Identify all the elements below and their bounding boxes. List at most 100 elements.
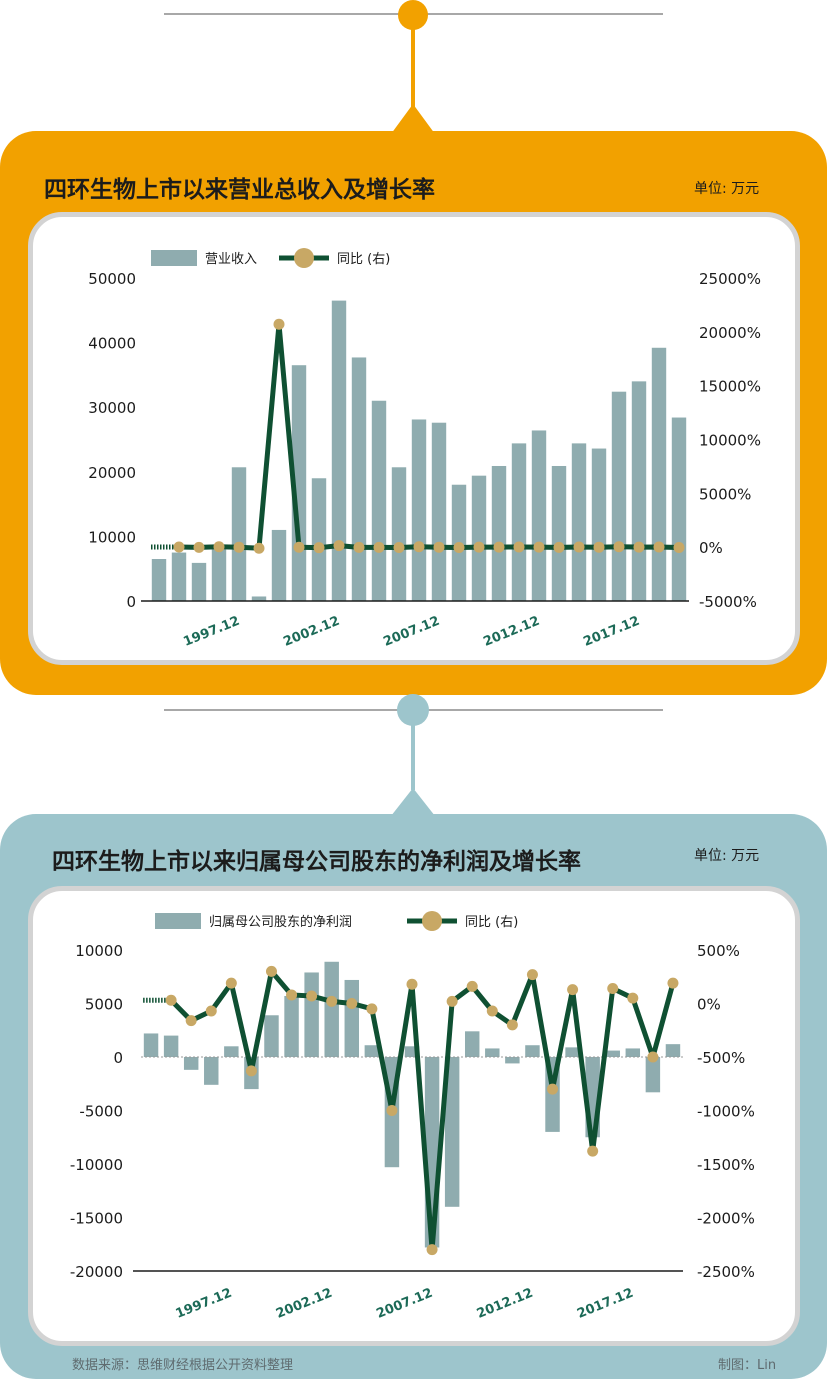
- yoy-growth-point: [313, 542, 325, 554]
- yoy-growth-point: [366, 1003, 378, 1015]
- left-axis-tick-label: 10000: [75, 942, 123, 960]
- net-profit-bar: [444, 1057, 460, 1207]
- legend-line-marker: [422, 911, 442, 931]
- yoy-growth-point: [273, 318, 285, 330]
- right-axis-tick-label: -1000%: [697, 1103, 755, 1121]
- yoy-growth-point: [553, 541, 565, 553]
- yoy-growth-point: [426, 1244, 438, 1256]
- revenue-bar: [351, 357, 367, 601]
- x-axis-tick-label: 2017.12: [581, 614, 642, 650]
- net-profit-bar: [665, 1044, 681, 1057]
- left-axis-tick-label: 30000: [88, 399, 136, 417]
- yoy-growth-point: [233, 541, 245, 553]
- left-axis-tick-label: -20000: [70, 1263, 123, 1281]
- revenue-bar: [611, 391, 627, 601]
- revenue-bar: [471, 475, 487, 601]
- net-profit-bar: [284, 996, 299, 1057]
- revenue-bar: [671, 417, 687, 601]
- yoy-growth-point: [587, 1145, 599, 1157]
- revenue-bar: [551, 465, 567, 601]
- revenue-bar: [631, 381, 647, 601]
- legend-line-label: 同比 (右): [465, 915, 518, 930]
- right-axis-tick-label: -1500%: [697, 1156, 755, 1174]
- net-profit-chart-title: 四环生物上市以来归属母公司股东的净利润及增长率: [52, 849, 581, 875]
- revenue-bar: [411, 419, 427, 601]
- revenue-panel: 四环生物上市以来营业总收入及增长率 单位: 万元 营业收入 同比 (右) 50000…: [0, 131, 827, 695]
- yoy-growth-point: [353, 541, 365, 553]
- revenue-chart-card: 营业收入 同比 (右) 50000 40000 30000 20000 10000 0 2500…: [28, 212, 800, 665]
- yoy-growth-point: [205, 1005, 217, 1017]
- net-profit-bar: [183, 1057, 199, 1070]
- revenue-bar: [431, 422, 447, 601]
- net-profit-chart: 归属母公司股东的净利润 同比 (右) 10000 5000 0 -5000 -10000 -1…: [70, 911, 755, 1322]
- x-axis-tick-label: 2012.12: [481, 614, 542, 650]
- left-axis-tick-label: 50000: [88, 270, 136, 288]
- yoy-growth-point: [293, 541, 305, 553]
- net-profit-bar: [304, 972, 319, 1057]
- yoy-growth-point: [413, 541, 425, 553]
- revenue-bar: [231, 467, 247, 601]
- net-profit-bar: [224, 1046, 239, 1057]
- left-axis-tick-label: 5000: [85, 996, 123, 1014]
- right-axis-tick-label: 15000%: [699, 378, 761, 396]
- yoy-growth-point: [593, 541, 605, 553]
- right-axis-tick-label: 20000%: [699, 324, 761, 342]
- yoy-growth-point: [213, 541, 225, 553]
- middle-connector-stem: [411, 724, 415, 790]
- middle-connector-dot: [397, 694, 429, 726]
- revenue-bar: [531, 430, 547, 601]
- left-axis-tick-label: 0: [113, 1049, 123, 1067]
- revenue-bar: [311, 478, 327, 601]
- net-profit-bar: [505, 1057, 520, 1064]
- yoy-growth-point: [613, 541, 625, 553]
- net-profit-bar: [364, 1045, 380, 1057]
- legend-bar-label: 归属母公司股东的净利润: [209, 914, 352, 930]
- net-profit-bar: [324, 961, 339, 1057]
- yoy-growth-point: [326, 995, 338, 1007]
- revenue-bar: [291, 365, 307, 601]
- revenue-bar: [151, 559, 167, 601]
- net-profit-bar: [645, 1057, 661, 1093]
- right-axis-tick-label: 10000%: [699, 432, 761, 450]
- legend-bar-swatch: [155, 913, 201, 929]
- right-axis-tick-label: 0%: [699, 539, 723, 557]
- yoy-growth-point: [627, 992, 639, 1004]
- right-axis-tick-label: -2500%: [697, 1263, 755, 1281]
- revenue-unit-label: 单位: 万元: [694, 181, 760, 197]
- x-axis-tick-label: 2002.12: [274, 1286, 335, 1322]
- yoy-growth-point: [673, 541, 685, 553]
- yoy-growth-point: [633, 541, 645, 553]
- x-axis-tick-label: 2002.12: [281, 614, 342, 650]
- yoy-growth-point: [533, 541, 545, 553]
- revenue-bar: [571, 443, 587, 601]
- yoy-growth-point: [446, 995, 458, 1007]
- net-profit-bar: [565, 1047, 580, 1057]
- yoy-growth-point: [373, 541, 385, 553]
- x-axis-tick-label: 1997.12: [181, 614, 242, 650]
- yoy-growth-point: [493, 541, 505, 553]
- net-profit-unit-label: 单位: 万元: [694, 848, 760, 864]
- yoy-growth-point: [253, 542, 265, 554]
- right-axis-tick-label: -500%: [697, 1049, 745, 1067]
- top-connector-dot: [398, 0, 428, 30]
- net-profit-bar: [485, 1048, 500, 1057]
- net-profit-bar: [625, 1048, 641, 1057]
- net-profit-bar: [344, 979, 360, 1057]
- yoy-growth-point: [393, 542, 405, 554]
- yoy-growth-line: [169, 968, 676, 1253]
- yoy-growth-point: [453, 542, 465, 554]
- yoy-growth-point: [667, 977, 679, 989]
- yoy-growth-point: [513, 541, 525, 553]
- revenue-bar: [491, 465, 507, 601]
- data-source-note: 数据来源：思维财经根据公开资料整理: [72, 1358, 294, 1373]
- left-axis-tick-label: -5000: [79, 1103, 123, 1121]
- yoy-growth-point: [526, 969, 538, 981]
- net-profit-bar: [204, 1057, 219, 1085]
- yoy-growth-point: [346, 998, 358, 1009]
- yoy-growth-point: [506, 1019, 518, 1031]
- left-axis-tick-label: -10000: [70, 1156, 123, 1174]
- right-axis-tick-label: 0%: [697, 996, 721, 1014]
- net-profit-chart-card: 归属母公司股东的净利润 同比 (右) 10000 5000 0 -5000 -10000 -1…: [28, 886, 800, 1346]
- net-profit-bar: [143, 1033, 159, 1057]
- left-axis-tick-label: 20000: [88, 464, 136, 482]
